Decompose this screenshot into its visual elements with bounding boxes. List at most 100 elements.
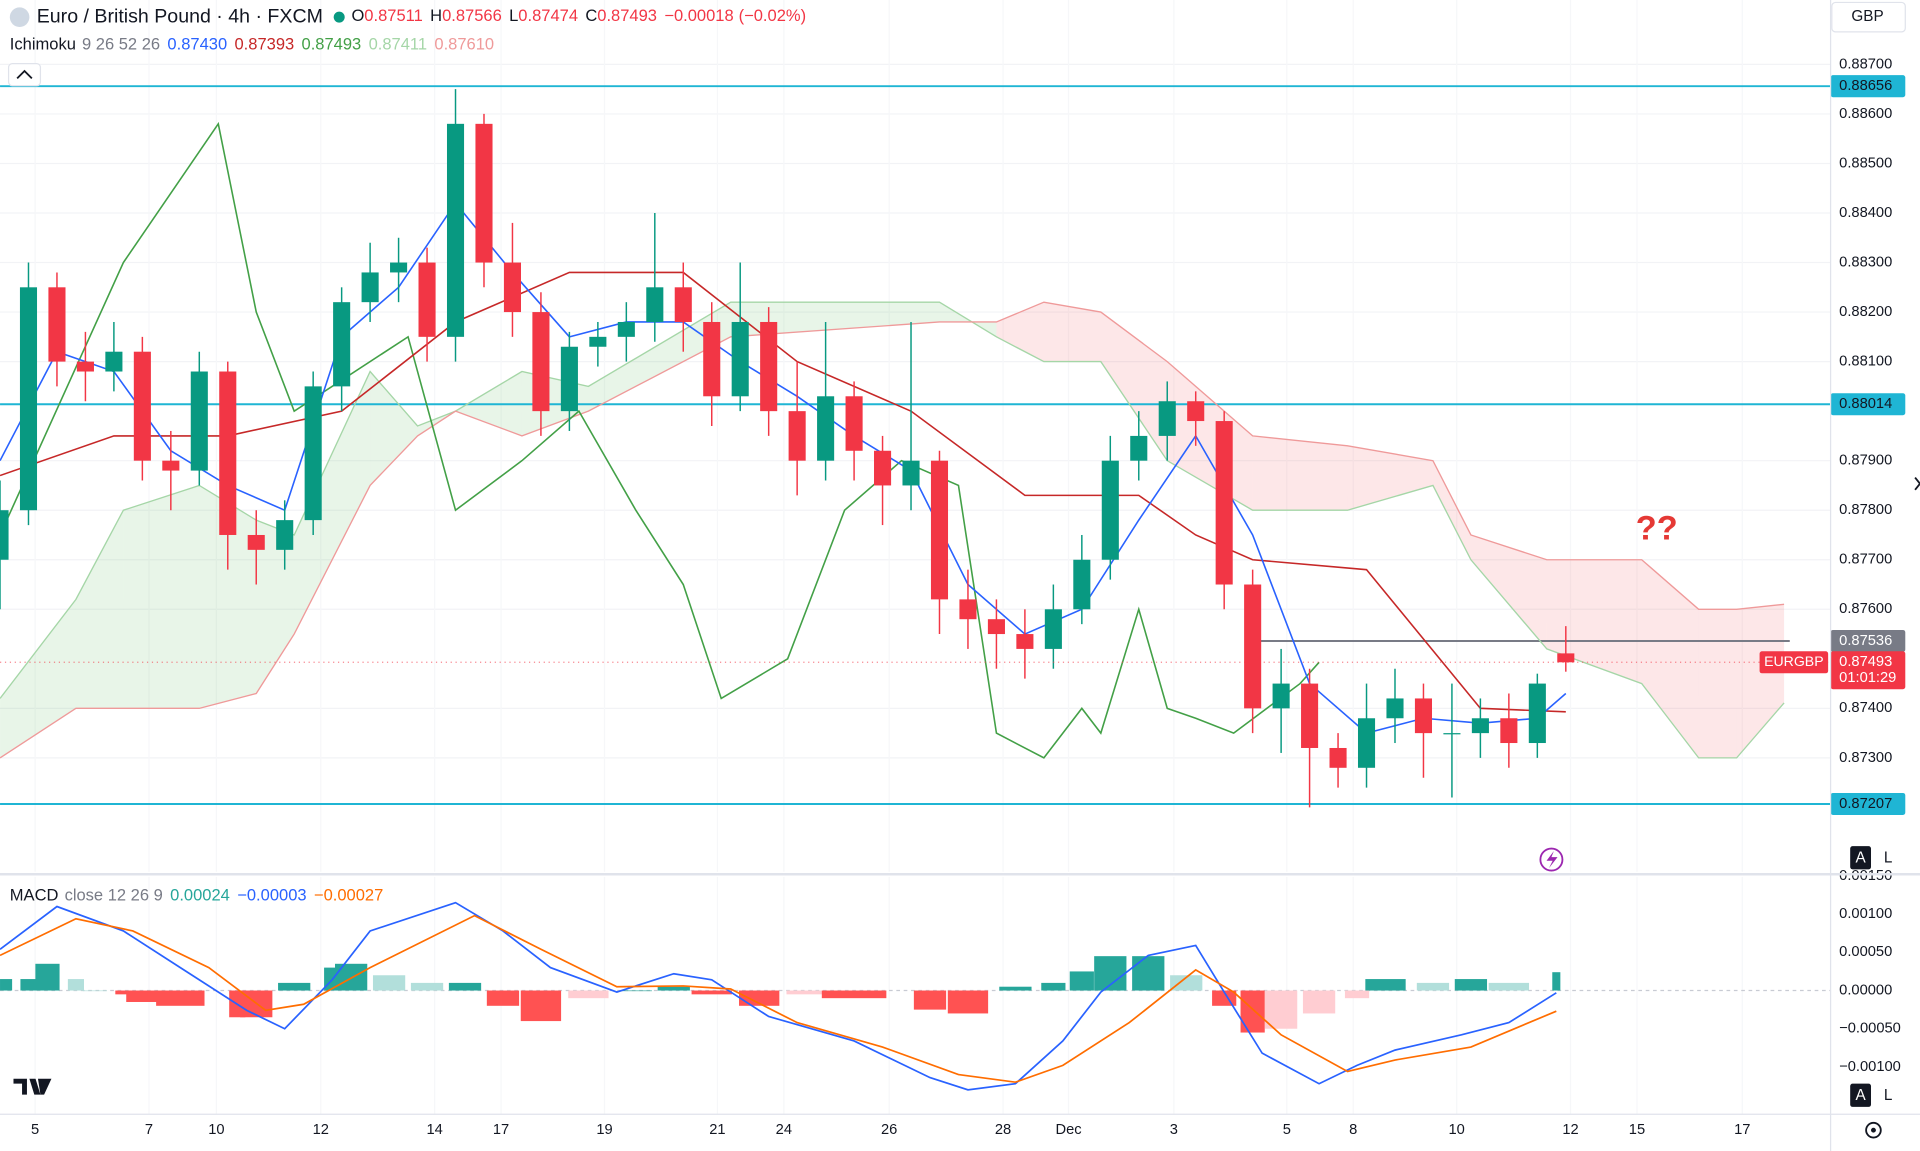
histogram-bar (126, 990, 159, 1002)
candle-body (304, 386, 322, 521)
ohlc-value: 0.87474 (518, 7, 578, 26)
candle-body (1386, 698, 1404, 719)
candle-body (845, 396, 863, 451)
candle-body (902, 460, 920, 486)
legend-value: 0.87430 (167, 35, 227, 54)
market-status (333, 11, 345, 23)
histogram-bar (1264, 990, 1298, 1029)
log-scale-label[interactable]: L (1884, 1087, 1893, 1104)
x-tick-label: 5 (1283, 1122, 1291, 1138)
ohlc-value: 0.87566 (442, 7, 502, 26)
candle-body (1329, 747, 1347, 768)
candle-body (105, 351, 123, 372)
settings-icon[interactable] (1865, 1121, 1882, 1139)
ohlc-value: 0.87493 (597, 7, 657, 26)
cloud-segment (1100, 312, 1168, 461)
x-tick-label: 10 (208, 1122, 224, 1138)
auto-scale-label: A (1855, 849, 1866, 866)
histogram-bar (739, 990, 780, 1006)
cloud-segment (1736, 604, 1785, 758)
ohlc-label: O (351, 7, 364, 26)
candle-body (390, 262, 408, 273)
indicator-params: 9 26 52 26 (82, 35, 160, 54)
collapse-button[interactable] (7, 63, 42, 87)
candle-body (1528, 683, 1546, 744)
axes: 0.87300 0.87400 0.87600 0.87700 0.87800 0.879… (31, 56, 1906, 1138)
candle-body (1044, 609, 1062, 649)
candle-body (19, 287, 38, 511)
histogram-bar (1240, 990, 1265, 1033)
histogram-bar (278, 982, 311, 991)
settings-icon-center (1871, 1127, 1876, 1133)
resistance-label: 0.87536 (1839, 633, 1892, 649)
level-label-box (1830, 75, 1906, 98)
histogram-bar (1132, 956, 1165, 991)
legend-value: 0.87393 (234, 35, 294, 54)
auto-scale-button[interactable] (1850, 846, 1872, 870)
x-tick-label: 12 (313, 1122, 329, 1138)
last-price-box (1830, 651, 1906, 690)
y-tick-label: 0.00050 (1839, 944, 1892, 960)
candle-body (1158, 401, 1176, 436)
candle-body (276, 520, 294, 550)
ohlc-label: L (509, 7, 518, 26)
y-tick-label: 0.00150 (1839, 868, 1892, 884)
ohlc-label: C (585, 7, 597, 26)
cloud-segment (1641, 559, 1699, 758)
x-tick-label: 17 (493, 1122, 509, 1138)
currency-button[interactable] (1831, 1, 1906, 33)
x-tick-label: 10 (1449, 1122, 1465, 1138)
symbol-icon (9, 7, 30, 27)
x-tick-label: 8 (1349, 1122, 1357, 1138)
x-tick-label: 3 (1170, 1122, 1178, 1138)
y-tick-label: 0.87600 (1839, 601, 1892, 617)
candle-body (1443, 733, 1461, 735)
histogram-bar (372, 975, 406, 991)
macd-line (0, 914, 1557, 1084)
y-tick-label: 0.88300 (1839, 254, 1892, 270)
x-tick-label: Dec (1055, 1122, 1081, 1138)
brand-logo[interactable] (13, 1078, 52, 1095)
histogram-bar (67, 979, 85, 991)
x-tick-label: 24 (776, 1122, 792, 1138)
candle-body (1414, 698, 1433, 734)
cloud-segment (1432, 460, 1471, 560)
cloud-segment (1347, 445, 1433, 511)
y-tick-label: 0.87700 (1839, 552, 1892, 568)
candle-body (333, 302, 351, 387)
candle-body (1187, 401, 1205, 422)
auto-scale-button[interactable] (1850, 1083, 1872, 1107)
ichimoku-legend: Ichimoku 9 26 52 26 0.87430 0.87393 0.87493 0… (10, 35, 494, 54)
candle-body (930, 460, 949, 600)
candle-body (1301, 683, 1319, 748)
histogram-bar (1365, 979, 1406, 991)
candle-body (76, 361, 94, 372)
level-label: 0.88014 (1839, 396, 1892, 412)
histogram-bar (156, 990, 205, 1006)
y-tick-label: 0.88500 (1839, 155, 1892, 171)
candle-body (1272, 683, 1290, 709)
cloud-segment (1698, 609, 1737, 758)
candle-body (532, 312, 550, 412)
ichimoku-line (0, 301, 1785, 759)
symbol-label: EURGBP (1764, 653, 1823, 669)
x-tick-label: 19 (596, 1122, 612, 1138)
level-label-box (1830, 393, 1906, 416)
macd-line (0, 901, 1557, 1091)
candle-body (589, 336, 607, 347)
last-price-label: 0.87493 (1839, 654, 1892, 670)
change-percent: (−0.02%) (739, 7, 806, 26)
cloud-segment (1043, 302, 1101, 362)
alert-icon[interactable] (1539, 847, 1564, 872)
histogram-bar (1552, 972, 1561, 991)
legend-value: 0.00024 (170, 886, 230, 905)
cloud-segment (75, 510, 124, 709)
legend-value: −0.00027 (314, 886, 383, 905)
histogram-bar (448, 982, 482, 991)
candle-body (247, 534, 265, 550)
candle-body (788, 411, 806, 461)
log-scale-label[interactable]: L (1884, 849, 1893, 866)
legend-value: 0.87411 (369, 35, 427, 54)
candle-body (475, 123, 493, 263)
level-label-box (1830, 792, 1906, 815)
